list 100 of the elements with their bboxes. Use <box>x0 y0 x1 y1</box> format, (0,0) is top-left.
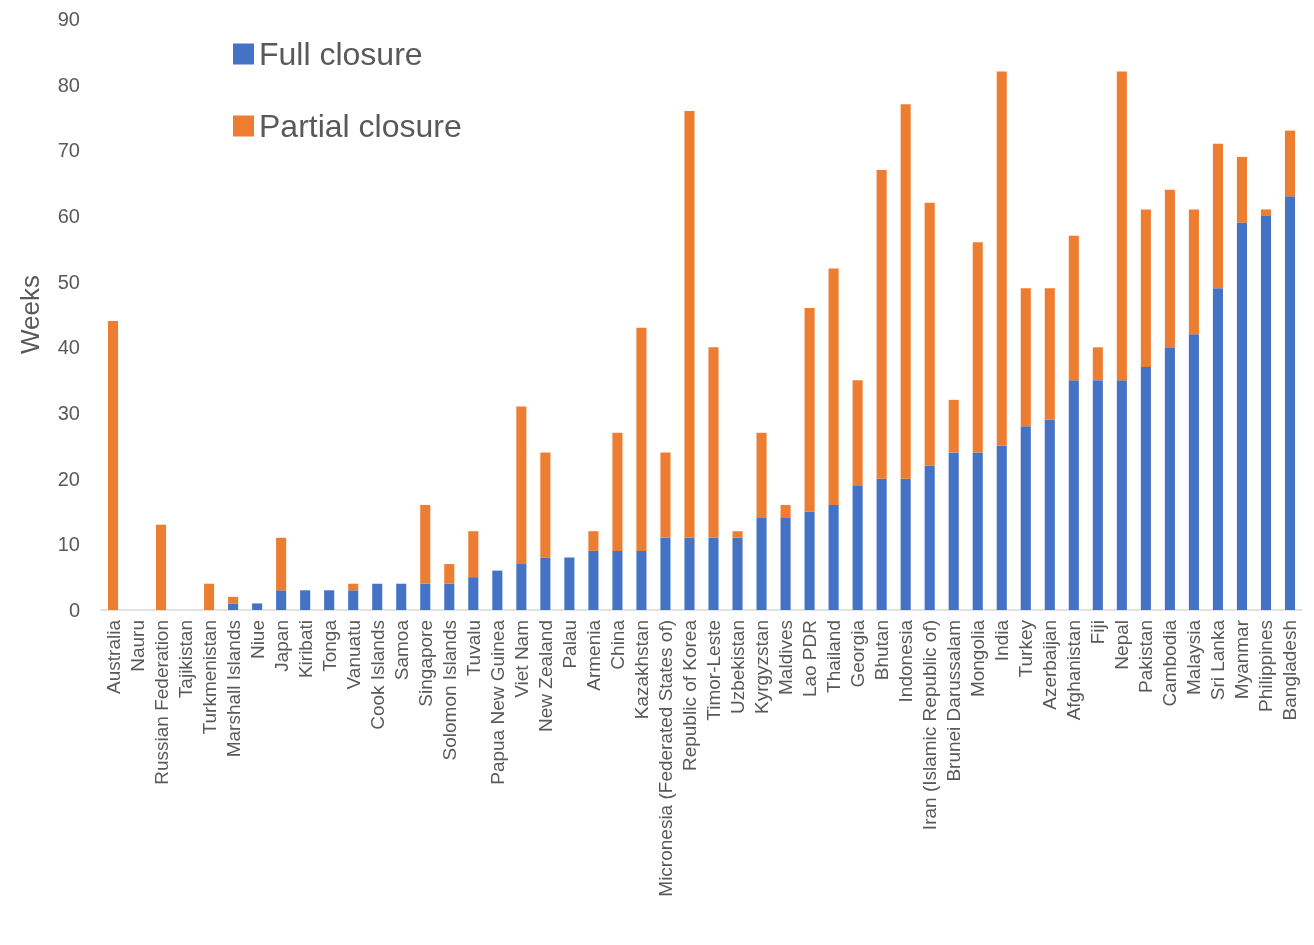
x-tick-label: Cambodia <box>1159 619 1181 707</box>
bar <box>1020 426 1031 610</box>
x-tick-label: India <box>991 619 1013 662</box>
bar <box>1164 189 1175 348</box>
bar <box>876 478 887 610</box>
x-tick-label: Tuvalu <box>462 620 484 677</box>
x-tick-label: Mongolia <box>967 619 989 698</box>
bar <box>732 537 743 610</box>
bar <box>396 583 407 610</box>
bar <box>972 242 983 453</box>
x-tick-label: Tajikistan <box>174 620 196 699</box>
bar <box>1020 288 1031 427</box>
bar <box>300 590 311 610</box>
x-tick-label: Malaysia <box>1183 619 1205 695</box>
x-tick-label: Pakistan <box>1135 620 1157 693</box>
bar <box>876 170 887 479</box>
bar <box>708 347 719 538</box>
x-tick-label: Timor-Leste <box>703 620 725 721</box>
x-tick-label: Bangladesh <box>1279 620 1301 721</box>
bar <box>228 603 239 610</box>
x-tick-label: Fiji <box>1087 620 1109 645</box>
bar <box>996 445 1007 610</box>
bar <box>1092 380 1103 610</box>
bar <box>636 550 647 610</box>
x-tick-label: Australia <box>102 619 124 694</box>
legend-label: Partial closure <box>259 108 462 144</box>
bar <box>708 537 719 610</box>
bar <box>900 478 911 610</box>
bar <box>828 268 839 505</box>
bar <box>900 104 911 479</box>
x-tick-label: Bhutan <box>871 620 893 681</box>
x-tick-label: Republic of Korea <box>678 619 700 772</box>
y-tick-label: 60 <box>57 205 80 227</box>
x-tick-label: Micronesia (Federated States of) <box>654 620 676 897</box>
bar <box>1140 209 1151 368</box>
y-tick-label: 50 <box>57 270 80 293</box>
x-tick-label: Nauru <box>126 620 148 672</box>
x-tick-label: Afghanistan <box>1063 620 1085 721</box>
bar <box>996 71 1007 446</box>
x-tick-label: China <box>606 619 628 670</box>
bar <box>1116 380 1127 610</box>
x-tick-label: Viet Nam <box>510 620 532 698</box>
bar <box>228 596 239 604</box>
bar <box>516 564 527 610</box>
bar <box>636 327 647 551</box>
x-tick-label: Turkmenistan <box>198 620 220 735</box>
bar <box>588 550 599 610</box>
x-tick-label: Iran (Islamic Republic of) <box>919 620 941 831</box>
x-tick-label: Samoa <box>390 619 412 681</box>
bar <box>924 202 935 466</box>
bar <box>756 518 767 610</box>
x-tick-label: Kiribati <box>294 620 316 679</box>
x-tick-label: Russian Federation <box>150 620 172 785</box>
y-axis-title: Weeks <box>15 275 45 354</box>
bar <box>1068 380 1079 610</box>
bar <box>444 583 455 610</box>
bar <box>660 537 671 610</box>
bar <box>1140 367 1151 610</box>
bar <box>1212 288 1223 610</box>
x-tick-label: Cook Islands <box>366 620 388 730</box>
bar <box>1188 334 1199 610</box>
bar <box>756 432 767 519</box>
bar <box>1236 222 1247 610</box>
legend-label: Full closure <box>259 36 423 72</box>
bar <box>204 583 215 610</box>
bar <box>1188 209 1199 335</box>
bar <box>924 465 935 610</box>
bar <box>660 452 671 538</box>
x-tick-label: Tonga <box>318 619 340 672</box>
x-tick-label: Marshall Islands <box>222 620 244 758</box>
bar <box>1044 419 1055 610</box>
bar <box>780 504 791 519</box>
bar <box>348 590 359 610</box>
y-tick-label: 70 <box>57 139 80 162</box>
x-tick-label: Sri Lanka <box>1207 619 1229 701</box>
y-tick-label: 90 <box>57 8 80 30</box>
x-tick-label: Brunei Darussalam <box>943 620 965 782</box>
y-tick-label: 80 <box>57 73 80 96</box>
y-tick-label: 10 <box>57 533 80 556</box>
bar <box>1116 71 1127 381</box>
bar <box>1260 209 1272 216</box>
bar <box>684 110 695 538</box>
bar <box>444 564 455 584</box>
x-tick-label: Japan <box>270 620 292 672</box>
bar <box>612 550 623 610</box>
bar <box>348 583 359 591</box>
bar <box>1044 288 1055 420</box>
x-tick-label: Georgia <box>847 619 869 688</box>
bar <box>420 504 431 584</box>
bar <box>324 590 335 610</box>
bar <box>684 537 695 610</box>
bar <box>468 577 479 610</box>
bar <box>948 399 959 453</box>
x-tick-label: Uzbekistan <box>727 620 749 714</box>
x-tick-label: Armenia <box>582 619 604 691</box>
x-tick-label: Niue <box>246 620 268 660</box>
x-tick-label: Myanmar <box>1231 619 1253 700</box>
x-tick-label: Kyrgyzstan <box>751 620 773 714</box>
x-tick-label: Singapore <box>414 620 436 707</box>
bar <box>1260 216 1272 610</box>
